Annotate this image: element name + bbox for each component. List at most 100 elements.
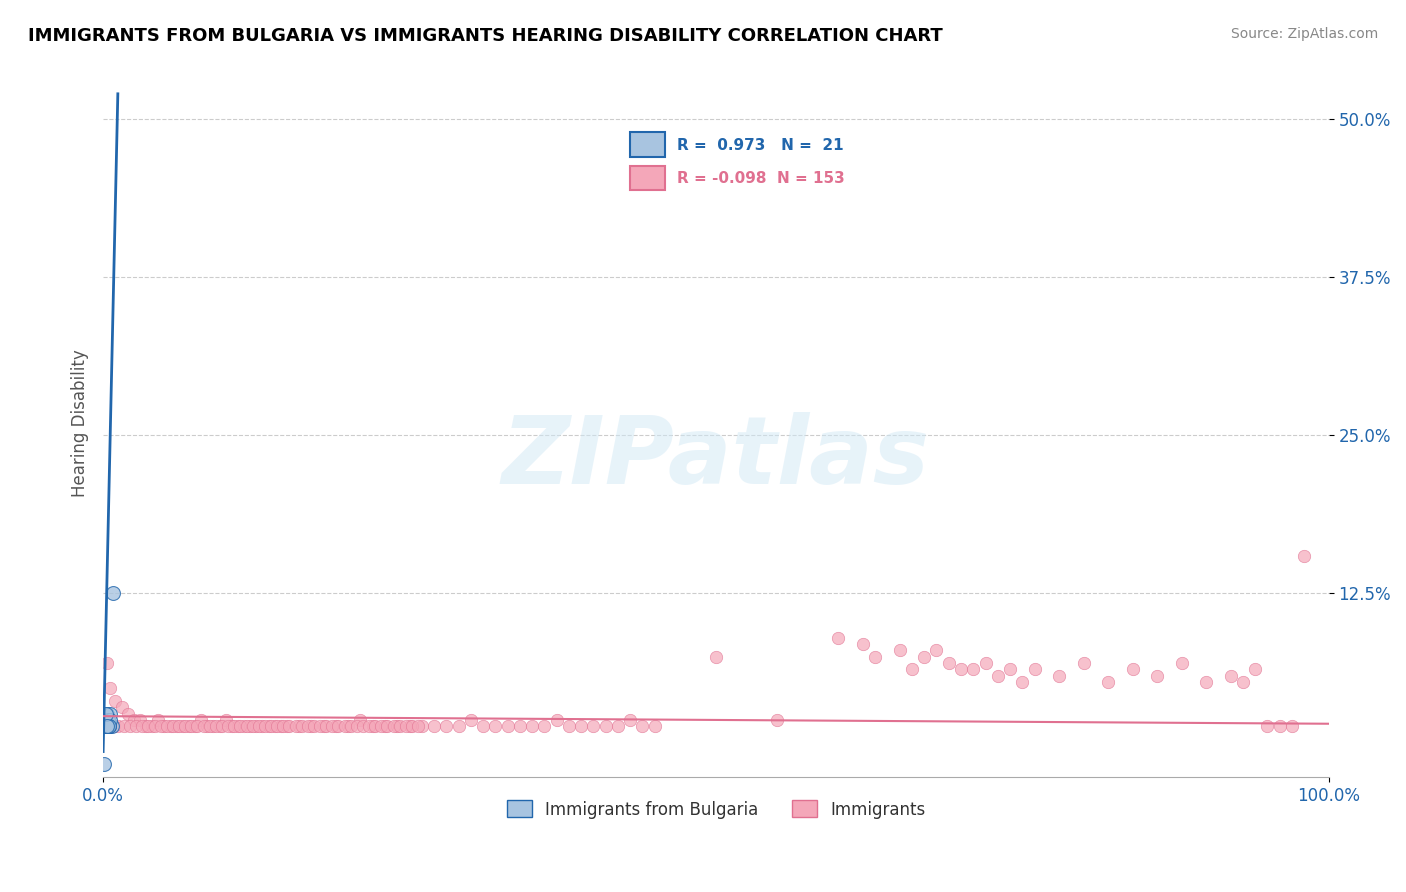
Y-axis label: Hearing Disability: Hearing Disability bbox=[72, 349, 89, 497]
Point bbox=[239, 719, 262, 733]
Point bbox=[434, 719, 457, 733]
Point bbox=[229, 719, 252, 733]
Point bbox=[195, 719, 218, 733]
Point bbox=[447, 719, 470, 733]
Point bbox=[569, 719, 592, 733]
Point bbox=[912, 649, 935, 664]
Point bbox=[235, 719, 257, 733]
Point bbox=[938, 656, 960, 670]
Text: IMMIGRANTS FROM BULGARIA VS IMMIGRANTS HEARING DISABILITY CORRELATION CHART: IMMIGRANTS FROM BULGARIA VS IMMIGRANTS H… bbox=[28, 27, 943, 45]
Point bbox=[1281, 719, 1303, 733]
Point bbox=[377, 719, 399, 733]
Point bbox=[374, 719, 396, 733]
Point bbox=[97, 719, 120, 733]
Point bbox=[1232, 675, 1254, 690]
Point bbox=[925, 643, 948, 657]
Point bbox=[339, 719, 361, 733]
Point bbox=[141, 719, 163, 733]
Point bbox=[370, 719, 392, 733]
Point bbox=[962, 662, 984, 676]
Point bbox=[423, 719, 446, 733]
Point bbox=[96, 656, 118, 670]
Point bbox=[98, 719, 121, 733]
Point bbox=[271, 719, 294, 733]
Point bbox=[98, 719, 121, 733]
Point bbox=[125, 719, 148, 733]
Point bbox=[94, 719, 117, 733]
Point bbox=[301, 719, 323, 733]
Point bbox=[100, 719, 122, 733]
Point bbox=[364, 719, 387, 733]
Text: ZIPatlas: ZIPatlas bbox=[502, 412, 929, 504]
Point bbox=[253, 719, 276, 733]
Point bbox=[352, 719, 374, 733]
Point bbox=[388, 719, 411, 733]
Point bbox=[619, 713, 641, 727]
Point bbox=[288, 719, 311, 733]
Point bbox=[406, 719, 429, 733]
Point bbox=[704, 649, 727, 664]
Point bbox=[153, 719, 176, 733]
Point bbox=[291, 719, 314, 733]
Point bbox=[162, 719, 184, 733]
Point bbox=[166, 719, 188, 733]
Point bbox=[901, 662, 924, 676]
Point bbox=[94, 706, 117, 721]
Point bbox=[309, 719, 332, 733]
Point bbox=[117, 706, 139, 721]
Point bbox=[172, 719, 194, 733]
Point bbox=[276, 719, 298, 733]
Point bbox=[245, 719, 267, 733]
Point bbox=[186, 719, 208, 733]
Point bbox=[149, 719, 172, 733]
Point bbox=[1256, 719, 1278, 733]
Point bbox=[96, 719, 118, 733]
Point bbox=[208, 719, 231, 733]
Point bbox=[558, 719, 581, 733]
Point bbox=[100, 681, 122, 696]
Point bbox=[97, 719, 120, 733]
Point bbox=[357, 719, 380, 733]
Point bbox=[98, 719, 121, 733]
Point bbox=[631, 719, 654, 733]
Point bbox=[93, 757, 115, 772]
Point bbox=[889, 643, 911, 657]
Point bbox=[546, 713, 568, 727]
Point bbox=[395, 719, 418, 733]
Point bbox=[321, 719, 343, 733]
Point bbox=[211, 719, 233, 733]
Point bbox=[496, 719, 519, 733]
Point bbox=[472, 719, 495, 733]
Point bbox=[226, 719, 249, 733]
Point bbox=[520, 719, 543, 733]
Point bbox=[401, 719, 423, 733]
Point bbox=[135, 719, 157, 733]
Point bbox=[193, 719, 215, 733]
Point bbox=[221, 719, 243, 733]
Point bbox=[595, 719, 617, 733]
Point bbox=[96, 706, 118, 721]
Point bbox=[100, 706, 122, 721]
Legend: Immigrants from Bulgaria, Immigrants: Immigrants from Bulgaria, Immigrants bbox=[501, 794, 932, 825]
Point bbox=[349, 713, 371, 727]
Point bbox=[1244, 662, 1267, 676]
Point bbox=[174, 719, 197, 733]
Point bbox=[312, 719, 335, 733]
Point bbox=[247, 719, 270, 733]
Point bbox=[852, 637, 875, 651]
Point bbox=[1122, 662, 1144, 676]
Point bbox=[104, 694, 127, 708]
Point bbox=[1294, 549, 1316, 563]
Point bbox=[100, 719, 122, 733]
Point bbox=[582, 719, 605, 733]
Point bbox=[156, 719, 179, 733]
Point bbox=[103, 719, 125, 733]
Point bbox=[382, 719, 405, 733]
Point bbox=[1170, 656, 1192, 670]
Point bbox=[120, 719, 142, 733]
Point bbox=[1195, 675, 1218, 690]
Point bbox=[260, 719, 283, 733]
Point bbox=[949, 662, 972, 676]
Point bbox=[242, 719, 264, 733]
Point bbox=[337, 719, 360, 733]
